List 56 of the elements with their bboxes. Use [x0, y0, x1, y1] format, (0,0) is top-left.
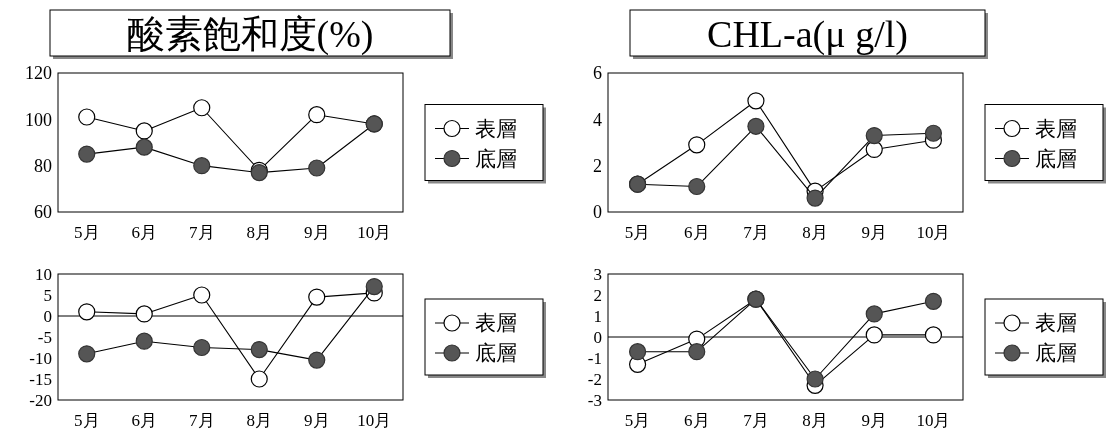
y-tick-label: -2	[587, 369, 602, 389]
legend-label: 底層	[1035, 146, 1077, 171]
legend-label: 表層	[1035, 311, 1077, 336]
legend-label: 表層	[1035, 116, 1077, 141]
y-tick-label: 0	[593, 202, 602, 223]
x-tick-label: 9月	[304, 223, 330, 242]
x-tick-label: 5月	[74, 411, 100, 430]
y-tick-label: 2	[593, 155, 602, 176]
y-tick-label: -20	[29, 390, 52, 410]
x-tick-label: 6月	[684, 223, 710, 242]
chart-title: 酸素飽和度(%)	[126, 13, 374, 56]
y-tick-label: -10	[29, 348, 52, 368]
y-tick-label: 120	[25, 63, 52, 84]
y-tick-label: 0	[43, 306, 52, 326]
y-tick-label: 0	[593, 327, 602, 347]
x-tick-label: 10月	[916, 223, 951, 242]
y-tick-label: 2	[593, 285, 602, 305]
y-tick-label: -3	[587, 390, 602, 410]
x-tick-label: 8月	[246, 223, 272, 242]
legend-label: 表層	[475, 116, 517, 141]
x-tick-label: 8月	[802, 223, 828, 242]
x-tick-label: 8月	[246, 411, 272, 430]
y-tick-label: 1	[593, 306, 602, 326]
y-tick-label: -1	[587, 348, 602, 368]
legend-label: 底層	[475, 341, 517, 366]
y-tick-label: 3	[593, 264, 602, 284]
y-tick-label: -5	[37, 327, 52, 347]
chart-title: CHL-a(μ g/l)	[707, 13, 908, 56]
legend-label: 表層	[475, 311, 517, 336]
x-tick-label: 7月	[743, 223, 769, 242]
x-tick-label: 9月	[861, 411, 887, 430]
x-tick-label: 8月	[802, 411, 828, 430]
x-tick-label: 10月	[357, 223, 392, 242]
x-tick-label: 6月	[684, 411, 710, 430]
y-tick-label: 5	[43, 285, 52, 305]
x-tick-label: 10月	[916, 411, 951, 430]
y-tick-label: 60	[34, 202, 52, 223]
x-tick-label: 7月	[189, 411, 215, 430]
y-tick-label: 10	[35, 264, 52, 284]
x-tick-label: 5月	[624, 411, 651, 430]
x-tick-label: 5月	[74, 223, 100, 242]
x-tick-label: 5月	[624, 223, 651, 242]
x-tick-label: 10月	[357, 411, 392, 430]
legend-label: 底層	[475, 146, 517, 171]
x-tick-label: 9月	[861, 223, 887, 242]
y-tick-label: 6	[593, 63, 602, 84]
y-tick-label: -15	[29, 369, 52, 389]
x-tick-label: 7月	[189, 223, 215, 242]
x-tick-label: 7月	[743, 411, 769, 430]
y-tick-label: 4	[593, 109, 602, 130]
x-tick-label: 9月	[304, 411, 330, 430]
x-tick-label: 6月	[131, 223, 157, 242]
x-tick-label: 6月	[131, 411, 157, 430]
legend-label: 底層	[1035, 341, 1077, 366]
y-tick-label: 100	[25, 109, 52, 130]
y-tick-label: 80	[34, 155, 52, 176]
